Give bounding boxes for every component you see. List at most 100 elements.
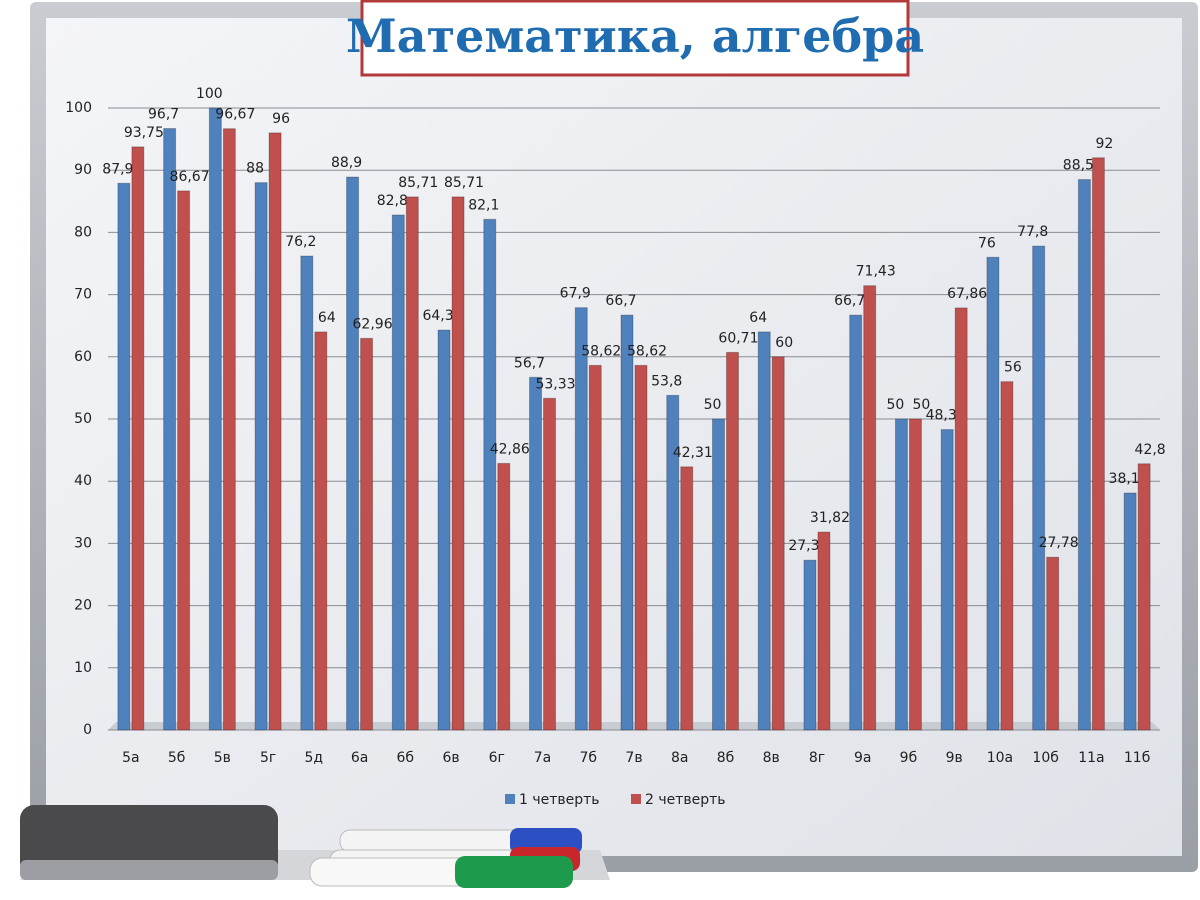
x-tick-label: 5г	[260, 750, 276, 766]
bar	[680, 466, 694, 731]
x-tick-label: 10а	[987, 750, 1013, 766]
value-label: 50	[913, 397, 931, 413]
bar	[208, 107, 222, 731]
value-label: 58,62	[627, 343, 667, 359]
value-label: 64	[749, 310, 767, 326]
bar	[803, 559, 817, 731]
x-tick-label: 9в	[946, 750, 963, 766]
x-tick-label: 10б	[1032, 750, 1058, 766]
bar	[620, 314, 634, 731]
bar	[1000, 381, 1014, 731]
x-tick-label: 5в	[214, 750, 231, 766]
bar	[1091, 157, 1105, 731]
x-tick-label: 8г	[809, 750, 825, 766]
y-tick-label: 80	[74, 224, 92, 240]
value-label: 67,9	[560, 286, 591, 302]
bar	[177, 190, 191, 731]
x-tick-label: 7а	[534, 750, 552, 766]
bar	[483, 218, 497, 731]
bar	[863, 285, 877, 731]
bar	[391, 214, 405, 731]
value-label: 67,86	[947, 286, 987, 302]
bar	[725, 351, 739, 731]
value-label: 31,82	[810, 510, 850, 526]
bar	[529, 376, 543, 731]
x-tick-label: 6а	[351, 750, 369, 766]
bar	[451, 196, 465, 731]
value-label: 88,9	[331, 155, 362, 171]
value-label: 27,78	[1039, 535, 1079, 551]
x-tick-label: 9а	[854, 750, 872, 766]
bar	[543, 397, 557, 731]
y-tick-label: 40	[74, 473, 92, 489]
y-tick-label: 30	[74, 535, 92, 551]
bar	[817, 531, 831, 731]
bar	[908, 418, 922, 731]
value-label: 50	[704, 397, 722, 413]
x-tick-label: 7в	[625, 750, 642, 766]
y-tick-label: 60	[74, 349, 92, 365]
chart-title: Математика, алгебра	[346, 9, 924, 63]
value-label: 53,8	[651, 373, 682, 389]
legend-swatch	[631, 794, 641, 804]
value-label: 96,67	[215, 107, 255, 123]
y-tick-label: 50	[74, 411, 92, 427]
value-label: 85,71	[444, 175, 484, 191]
bar	[254, 182, 268, 731]
value-label: 27,3	[788, 538, 819, 554]
value-label: 58,62	[581, 343, 621, 359]
bar	[894, 418, 908, 731]
bar	[1077, 179, 1091, 731]
x-tick-label: 7б	[579, 750, 597, 766]
bar	[497, 462, 511, 731]
bar	[163, 128, 177, 731]
bar	[849, 314, 863, 731]
bar	[222, 128, 236, 731]
value-label: 76,2	[285, 234, 316, 250]
bar	[1046, 556, 1060, 731]
x-tick-label: 6г	[489, 750, 505, 766]
value-label: 53,33	[535, 376, 575, 392]
x-tick-label: 5д	[305, 750, 324, 766]
bar	[757, 331, 771, 731]
value-label: 85,71	[398, 175, 438, 191]
value-label: 50	[887, 397, 905, 413]
x-tick-label: 6в	[442, 750, 459, 766]
value-label: 56	[1004, 360, 1022, 376]
value-label: 66,7	[605, 293, 636, 309]
x-tick-label: 11а	[1078, 750, 1104, 766]
y-tick-label: 90	[74, 162, 92, 178]
value-label: 38,1	[1109, 471, 1140, 487]
value-label: 42,86	[490, 441, 530, 457]
y-tick-label: 0	[83, 722, 92, 738]
tray	[20, 805, 610, 888]
value-label: 77,8	[1017, 224, 1048, 240]
title-box	[360, 0, 910, 77]
value-label: 64	[318, 310, 336, 326]
bar	[346, 176, 360, 731]
value-label: 60,71	[718, 330, 758, 346]
value-label: 86,67	[170, 169, 210, 185]
value-label: 42,8	[1135, 442, 1166, 458]
bar	[940, 429, 954, 731]
value-label: 93,75	[124, 125, 164, 141]
bar	[634, 364, 648, 731]
x-tick-label: 6б	[397, 750, 415, 766]
eraser	[20, 805, 278, 877]
x-tick-label: 8в	[763, 750, 780, 766]
bar	[437, 329, 451, 731]
bar	[360, 337, 374, 731]
value-label: 96,7	[148, 107, 179, 123]
value-label: 92	[1095, 136, 1113, 152]
value-label: 64,3	[422, 308, 453, 324]
x-tick-label: 8б	[717, 750, 735, 766]
y-tick-label: 70	[74, 287, 92, 303]
bar	[711, 418, 725, 731]
value-label: 66,7	[834, 293, 865, 309]
value-label: 71,43	[856, 264, 896, 280]
value-label: 82,8	[377, 193, 408, 209]
value-label: 96	[272, 111, 290, 127]
value-label: 76	[978, 235, 996, 251]
value-label: 42,31	[673, 445, 713, 461]
bar	[1137, 463, 1151, 731]
